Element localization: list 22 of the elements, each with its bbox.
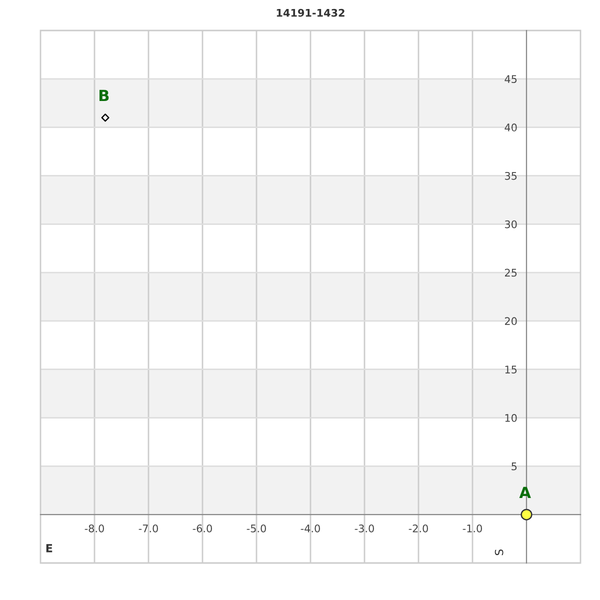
y-tick-label: 10 [505,414,517,422]
y-tick-label: 40 [504,124,517,132]
y-tick-label: 20 [504,317,517,326]
x-tick-label: -8.0 [84,524,104,532]
x-tick-label: -1.0 [462,524,482,532]
y-tick-label: 35 [505,172,517,180]
y-tick-label: 15 [505,366,517,374]
x-tick-label: -6.0 [192,524,212,532]
x-tick-label: -2.0 [408,524,428,532]
x-tick-label: -4.0 [300,524,320,532]
x-tick-label: -5.0 [246,524,266,532]
y-axis-title: S [494,549,504,556]
chart-title: 14191-1432 [276,8,344,17]
series-label: A [519,486,531,498]
y-tick-label: 30 [505,220,517,228]
x-axis-title: E [46,544,52,552]
series-label: B [99,90,109,102]
x-tick-label: -7.0 [138,524,158,532]
y-tick-label: 25 [504,268,517,277]
x-tick-label: -3.0 [354,524,374,532]
y-tick-label: 5 [512,462,517,470]
y-tick-label: 45 [504,75,517,84]
